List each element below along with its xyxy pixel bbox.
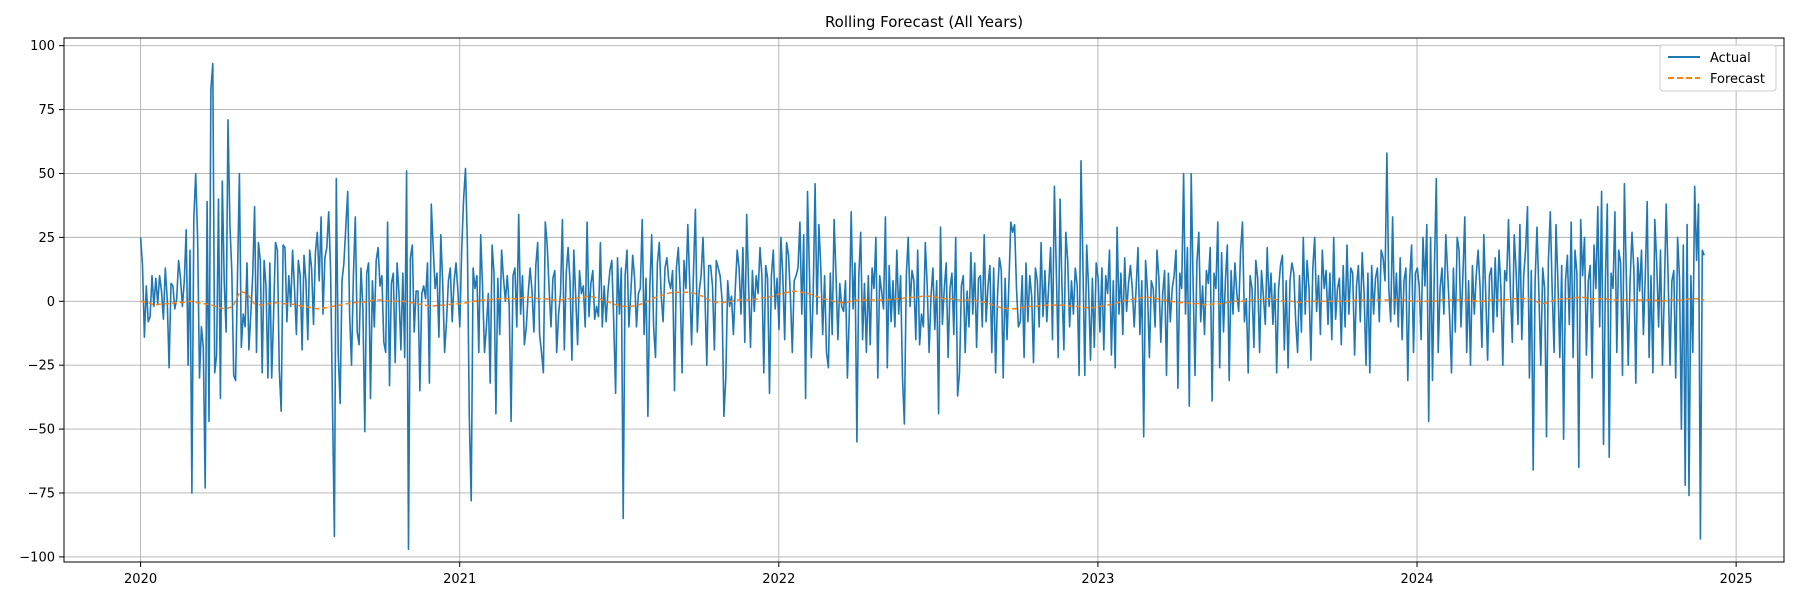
y-tick-label: −25 (28, 359, 55, 374)
x-tick-label: 2022 (762, 572, 795, 587)
y-tick-label: 25 (38, 231, 55, 246)
plot-area-frame (63, 37, 1785, 563)
x-tick-label: 2025 (1720, 572, 1753, 587)
x-axis: 2020 2021 2022 2023 2024 2025 (124, 562, 1753, 587)
y-tick-label: 75 (38, 103, 55, 118)
y-tick-label: −100 (19, 550, 55, 565)
y-tick-label: −75 (28, 486, 55, 501)
x-tick-label: 2024 (1400, 572, 1433, 587)
y-tick-label: −50 (28, 423, 55, 438)
x-tick-label: 2020 (124, 572, 157, 587)
series-line-actual (139, 62, 1705, 551)
series-layer (139, 62, 1705, 551)
x-tick-label: 2023 (1081, 572, 1114, 587)
legend-label-forecast: Forecast (1710, 72, 1765, 87)
chart-title: Rolling Forecast (All Years) (825, 13, 1023, 31)
y-tick-label: 0 (47, 295, 55, 310)
series-line-forecast (140, 290, 1705, 310)
legend: Actual Forecast (1659, 44, 1777, 92)
y-tick-label: 100 (30, 39, 55, 54)
legend-label-actual: Actual (1710, 51, 1751, 66)
x-tick-label: 2021 (443, 572, 476, 587)
y-axis: 100 75 50 25 0 −25 −50 −75 −100 (19, 39, 64, 565)
y-tick-label: 50 (38, 167, 55, 182)
